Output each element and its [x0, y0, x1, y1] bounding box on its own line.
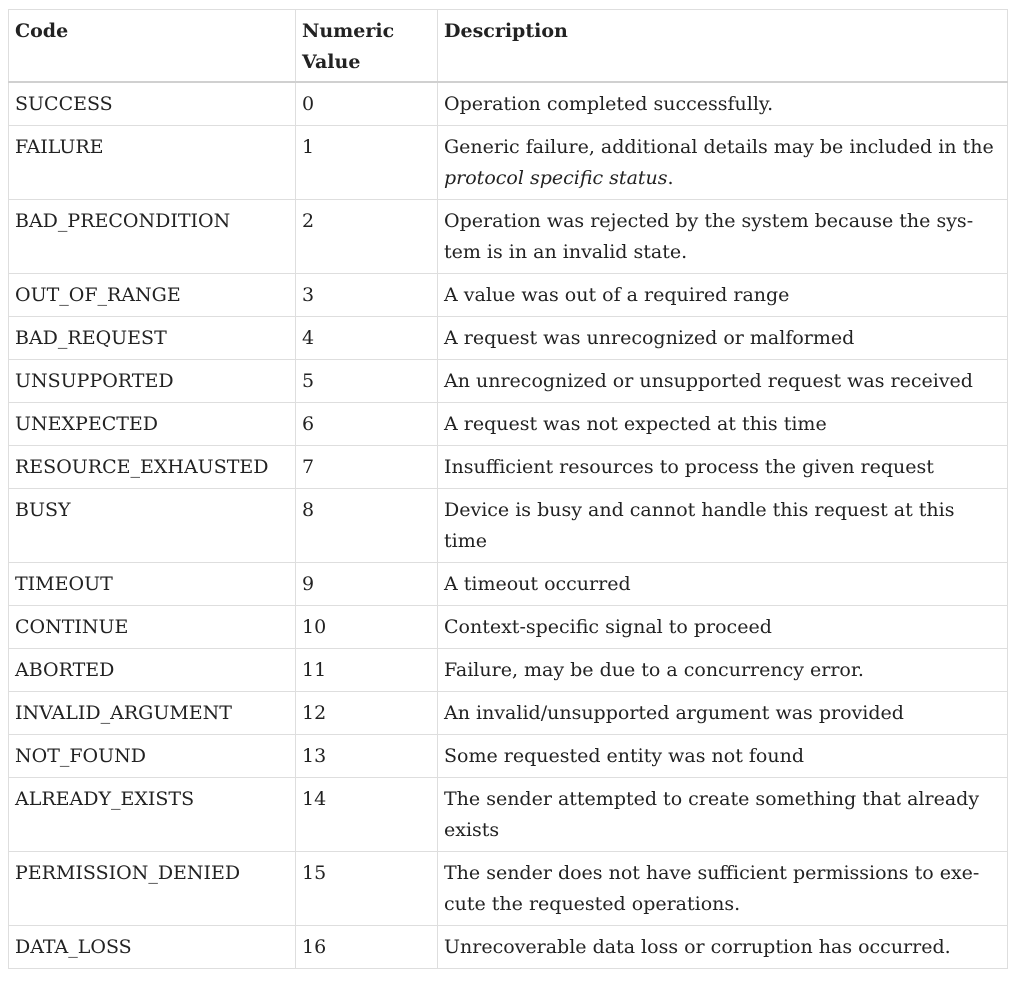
table-row: DATA_LOSS 16 Unrecoverable data loss or co… — [8, 925, 1008, 969]
table-row: BAD_REQUEST 4 A request was unrecognized o… — [8, 316, 1008, 360]
numeric-value-cell: 11 — [295, 648, 438, 692]
status-code-cell: OUT_OF_RANGE — [8, 273, 296, 317]
table-row: ABORTED 11 Failure, may be due to a concur… — [8, 648, 1008, 692]
description-text: An invalid/unsupported argument was prov… — [444, 702, 904, 724]
numeric-value-cell: 15 — [295, 851, 438, 926]
description-cell: Some requested entity was not found — [437, 734, 1008, 778]
table-row: PERMISSION_DENIED 15 The sender does not h… — [8, 851, 1008, 926]
description-cell: Context-specific signal to proceed — [437, 605, 1008, 649]
table-row: TIMEOUT 9 A timeout occurred — [8, 562, 1008, 606]
table-row: SUCCESS 0 Operation completed successfully… — [8, 81, 1008, 126]
description-text: An unrecognized or unsupported request w… — [444, 370, 973, 392]
description-cell: Failure, may be due to a concurrency err… — [437, 648, 1008, 692]
header-code: Code — [8, 9, 296, 83]
status-code-cell: SUCCESS — [8, 81, 296, 126]
description-text: Some requested entity was not found — [444, 745, 804, 767]
header-numeric-value: Numeric Value — [295, 9, 438, 83]
table-row: INVALID_ARGUMENT 12 An invalid/unsupported… — [8, 691, 1008, 735]
status-code-cell: PERMISSION_DENIED — [8, 851, 296, 926]
numeric-value-cell: 7 — [295, 445, 438, 489]
status-code-cell: UNEXPECTED — [8, 402, 296, 446]
status-code-table: Code Numeric Value Description SUCCESS 0 O… — [8, 9, 1008, 969]
description-cell: An unrecognized or unsupported request w… — [437, 359, 1008, 403]
description-text: A value was out of a required range — [444, 284, 790, 306]
description-cell: A request was unrecognized or malformed — [437, 316, 1008, 360]
numeric-value-cell: 14 — [295, 777, 438, 852]
description-text: Generic failure, additional details may … — [444, 136, 994, 158]
numeric-value-cell: 0 — [295, 81, 438, 126]
description-cell: Unrecoverable data loss or corruption ha… — [437, 925, 1008, 969]
description-text: The sender attempted to create something… — [444, 788, 980, 841]
description-cell: A timeout occurred — [437, 562, 1008, 606]
table-header: Code Numeric Value Description — [8, 9, 1008, 83]
status-code-cell: INVALID_ARGUMENT — [8, 691, 296, 735]
numeric-value-cell: 1 — [295, 125, 438, 200]
table-row: ALREADY_EXISTS 14 The sender attempted to … — [8, 777, 1008, 852]
numeric-value-cell: 13 — [295, 734, 438, 778]
status-code-cell: TIMEOUT — [8, 562, 296, 606]
status-code-cell: ALREADY_EXISTS — [8, 777, 296, 852]
table-row: UNEXPECTED 6 A request was not expected at… — [8, 402, 1008, 446]
description-cell: Device is busy and cannot handle this re… — [437, 488, 1008, 563]
table-row: RESOURCE_EXHAUSTED 7 Insufficient resource… — [8, 445, 1008, 489]
description-text: A request was unrecognized or malformed — [444, 327, 855, 349]
table-row: BAD_PRECONDITION 2 Operation was rejected … — [8, 199, 1008, 274]
numeric-value-cell: 6 — [295, 402, 438, 446]
description-text: Context-specific signal to proceed — [444, 616, 772, 638]
numeric-value-cell: 2 — [295, 199, 438, 274]
header-description: Description — [437, 9, 1008, 83]
status-code-cell: BUSY — [8, 488, 296, 563]
description-text: Operation was rejected by the system bec… — [444, 210, 974, 263]
status-code-cell: RESOURCE_EXHAUSTED — [8, 445, 296, 489]
description-cell: The sender does not have sufficient perm… — [437, 851, 1008, 926]
description-cell: A value was out of a required range — [437, 273, 1008, 317]
description-cell: An invalid/unsupported argument was prov… — [437, 691, 1008, 735]
header-row: Code Numeric Value Description — [8, 9, 1008, 83]
table-row: OUT_OF_RANGE 3 A value was out of a requir… — [8, 273, 1008, 317]
numeric-value-cell: 9 — [295, 562, 438, 606]
description-text-tail: . — [667, 167, 674, 189]
description-text: A timeout occurred — [444, 573, 631, 595]
numeric-value-cell: 12 — [295, 691, 438, 735]
table-row: CONTINUE 10 Context-specific signal to pro… — [8, 605, 1008, 649]
numeric-value-cell: 4 — [295, 316, 438, 360]
numeric-value-cell: 5 — [295, 359, 438, 403]
description-cell: Operation completed successfully. — [437, 81, 1008, 126]
description-cell: The sender attempted to create something… — [437, 777, 1008, 852]
description-cell: Generic failure, additional details may … — [437, 125, 1008, 200]
status-code-cell: BAD_PRECONDITION — [8, 199, 296, 274]
table-row: NOT_FOUND 13 Some requested entity was not… — [8, 734, 1008, 778]
table-row: FAILURE 1 Generic failure, additional deta… — [8, 125, 1008, 200]
numeric-value-cell: 16 — [295, 925, 438, 969]
description-text: The sender does not have sufficient perm… — [444, 862, 980, 915]
description-cell: Operation was rejected by the system bec… — [437, 199, 1008, 274]
description-text: Insufficient resources to process the gi… — [444, 456, 934, 478]
description-cell: A request was not expected at this time — [437, 402, 1008, 446]
numeric-value-cell: 3 — [295, 273, 438, 317]
description-text: Unrecoverable data loss or corruption ha… — [444, 936, 951, 958]
description-cell: Insufficient resources to process the gi… — [437, 445, 1008, 489]
table-body: SUCCESS 0 Operation completed successfully… — [8, 81, 1008, 969]
numeric-value-cell: 10 — [295, 605, 438, 649]
status-code-cell: CONTINUE — [8, 605, 296, 649]
table-row: BUSY 8 Device is busy and cannot handle th… — [8, 488, 1008, 563]
description-emphasis: protocol specific status — [444, 167, 668, 189]
description-text: Failure, may be due to a concurrency err… — [444, 659, 864, 681]
status-code-cell: UNSUPPORTED — [8, 359, 296, 403]
description-text: Device is busy and cannot handle this re… — [444, 499, 955, 552]
status-code-cell: NOT_FOUND — [8, 734, 296, 778]
status-code-cell: DATA_LOSS — [8, 925, 296, 969]
description-text: A request was not expected at this time — [444, 413, 827, 435]
status-code-cell: BAD_REQUEST — [8, 316, 296, 360]
description-text: Operation completed successfully. — [444, 93, 774, 115]
status-code-cell: FAILURE — [8, 125, 296, 200]
table-row: UNSUPPORTED 5 An unrecognized or unsupport… — [8, 359, 1008, 403]
numeric-value-cell: 8 — [295, 488, 438, 563]
status-code-cell: ABORTED — [8, 648, 296, 692]
